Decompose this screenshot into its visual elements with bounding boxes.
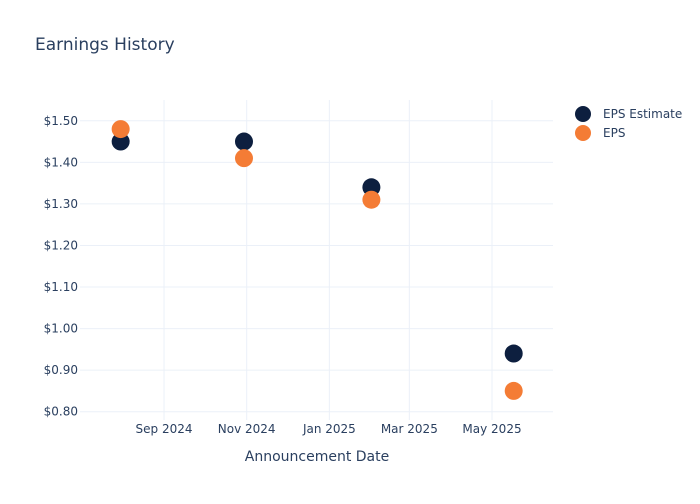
legend-eps-label: EPS bbox=[603, 126, 625, 140]
y-tick-label: $1.00 bbox=[44, 322, 78, 336]
eps-estimate-point bbox=[362, 178, 381, 197]
eps-estimate-point bbox=[234, 132, 253, 151]
data-points bbox=[111, 120, 523, 400]
x-tick-label: Mar 2025 bbox=[381, 422, 438, 436]
x-axis-title: Announcement Date bbox=[245, 449, 389, 465]
y-tick-label: $1.40 bbox=[44, 155, 78, 169]
x-axis: Sep 2024 Nov 2024 Jan 2025 Mar 2025 May 2025 bbox=[136, 422, 522, 436]
y-tick-label: $0.90 bbox=[44, 363, 78, 377]
eps-point bbox=[362, 190, 381, 209]
eps-point bbox=[504, 381, 523, 400]
x-tick-label: Nov 2024 bbox=[218, 422, 276, 436]
x-tick-label: May 2025 bbox=[462, 422, 521, 436]
y-tick-label: $1.10 bbox=[44, 280, 78, 294]
legend[interactable]: EPS Estimate EPS bbox=[575, 106, 682, 141]
eps-estimate-point bbox=[111, 132, 130, 151]
y-tick-label: $0.80 bbox=[44, 405, 78, 419]
eps-point bbox=[111, 120, 130, 139]
legend-eps-marker bbox=[575, 125, 591, 141]
y-tick-label: $1.20 bbox=[44, 238, 78, 252]
chart-title: Earnings History bbox=[35, 35, 175, 55]
x-tick-label: Jan 2025 bbox=[302, 422, 356, 436]
legend-eps-estimate-label: EPS Estimate bbox=[603, 107, 682, 121]
y-axis: $0.80 $0.90 $1.00 $1.10 $1.20 $1.30 $1.40 $1.50 bbox=[44, 114, 78, 419]
y-tick-label: $1.30 bbox=[44, 197, 78, 211]
y-tick-label: $1.50 bbox=[44, 114, 78, 128]
eps-point bbox=[234, 149, 253, 168]
grid bbox=[80, 100, 553, 420]
x-tick-label: Sep 2024 bbox=[136, 422, 193, 436]
legend-eps-estimate-marker bbox=[575, 106, 591, 122]
eps-estimate-point bbox=[504, 344, 523, 363]
